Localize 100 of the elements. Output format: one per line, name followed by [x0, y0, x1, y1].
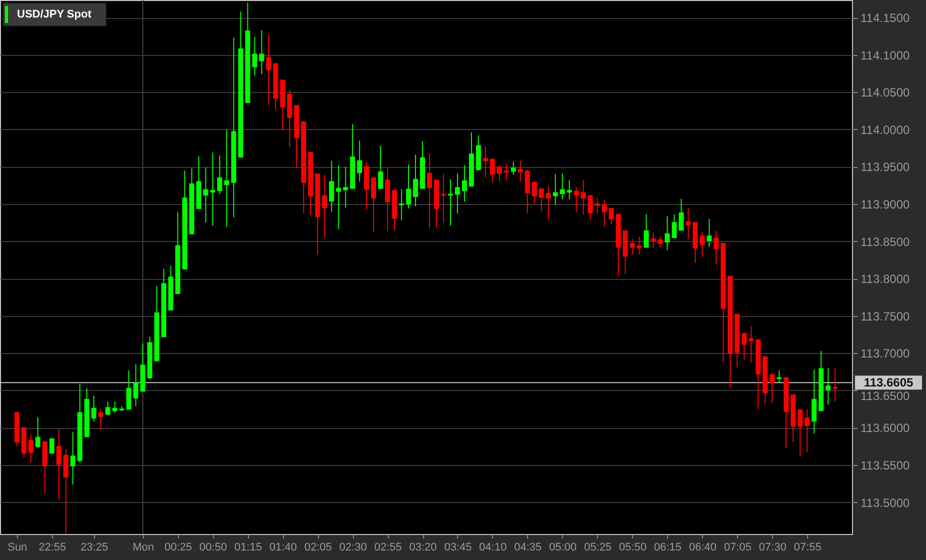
x-tick-label: 23:25 [80, 542, 108, 554]
candlestick [560, 172, 565, 200]
candlestick [413, 154, 418, 207]
candlestick [742, 332, 747, 360]
y-tick-label: 114.1500 [860, 11, 910, 26]
x-tick-label: 05:25 [584, 542, 612, 554]
x-tick-label: 01:15 [234, 542, 262, 554]
x-tick-label: 02:05 [304, 542, 332, 554]
candlestick [650, 232, 656, 248]
candlestick [259, 30, 264, 75]
candlestick [63, 448, 68, 534]
candlestick [440, 174, 446, 224]
x-tick-label: 05:00 [549, 542, 577, 554]
candlestick [287, 89, 292, 148]
candlestick [630, 238, 635, 256]
x-tick-label: 07:55 [794, 542, 822, 554]
candlestick [678, 198, 684, 231]
candlestick [98, 408, 104, 432]
x-tick-label: 03:45 [444, 542, 472, 554]
candlestick [644, 214, 649, 248]
y-tick-label: 113.5000 [860, 496, 910, 510]
candlestick [672, 214, 677, 239]
candlestick [266, 34, 272, 106]
candlestick [482, 146, 488, 178]
candlestick [700, 232, 705, 258]
candlestick [664, 215, 670, 251]
candlestick [454, 172, 460, 214]
candlestick [448, 178, 453, 226]
y-tick-label: 113.9500 [860, 160, 910, 174]
candlestick [538, 187, 544, 212]
candlestick [580, 180, 586, 215]
x-tick-label: 06:15 [654, 542, 682, 554]
x-tick-label: 06:40 [688, 542, 717, 554]
candlestick [566, 180, 572, 200]
x-tick-label: 03:20 [409, 542, 437, 554]
candlestick [210, 152, 216, 226]
x-tick-label: 07:30 [758, 542, 786, 554]
y-tick-label: 113.9000 [860, 197, 910, 212]
candlestick [574, 187, 579, 213]
candlestick [28, 434, 34, 464]
candlestick [826, 368, 831, 406]
candlestick [748, 326, 754, 364]
candlestick [706, 218, 712, 248]
candlestick [588, 195, 593, 221]
candlestick [322, 174, 328, 238]
x-tick-label: 00:25 [164, 542, 192, 554]
candlestick [546, 186, 551, 220]
candlestick [91, 395, 96, 422]
candlestick [224, 128, 230, 228]
candlestick [378, 145, 384, 190]
candlestick [510, 160, 516, 176]
candlestick [426, 152, 432, 230]
candlestick [56, 428, 62, 501]
candlestick [105, 401, 110, 416]
x-tick-label: 04:35 [514, 542, 542, 554]
candlestick [329, 160, 334, 213]
candlestick [658, 236, 663, 248]
x-tick-label: 22:55 [38, 542, 66, 554]
y-tick-label: 114.0500 [860, 86, 910, 100]
y-tick-label: 114.0000 [860, 122, 910, 137]
candlestick [343, 166, 348, 208]
candlestick [490, 158, 495, 183]
x-tick-label: 07:05 [724, 542, 752, 554]
y-tick-label: 113.8500 [860, 234, 910, 249]
y-tick-label: 113.7500 [860, 309, 910, 324]
candlestick [832, 368, 838, 402]
candlestick [776, 370, 782, 384]
x-tick-label: 04:10 [479, 542, 507, 554]
x-tick-label: Mon [132, 542, 154, 554]
candlestick [504, 163, 509, 181]
x-tick-label: 01:40 [269, 542, 297, 554]
candlestick [126, 370, 132, 410]
candlestick [42, 440, 48, 494]
candlestick [714, 230, 719, 265]
candlestick [602, 199, 607, 228]
candlestick [798, 409, 803, 457]
candlestick [804, 408, 810, 453]
x-tick-label: 00:50 [199, 542, 227, 554]
candlestick [636, 236, 642, 256]
y-tick-label: 113.5500 [860, 458, 910, 473]
candlestick [518, 160, 523, 182]
y-tick-label: 113.6500 [860, 388, 910, 403]
candlestick [49, 438, 54, 454]
candlestick [385, 166, 390, 232]
candlestick [371, 177, 376, 233]
candlestick [770, 372, 775, 404]
candlestick [532, 181, 537, 204]
x-tick-label: 02:55 [374, 542, 402, 554]
x-tick-label: 05:50 [619, 542, 647, 554]
candlestick [35, 416, 40, 448]
candlestick [336, 164, 342, 230]
candlestick [133, 364, 138, 407]
candlestick [496, 166, 502, 182]
x-tick-label: Sun [8, 542, 28, 554]
candlestick [406, 164, 412, 209]
candlestick [594, 198, 600, 214]
candlestick [203, 166, 208, 224]
candlestick [524, 169, 530, 214]
candlestick [357, 140, 362, 182]
y-tick-label: 113.6000 [860, 421, 910, 436]
